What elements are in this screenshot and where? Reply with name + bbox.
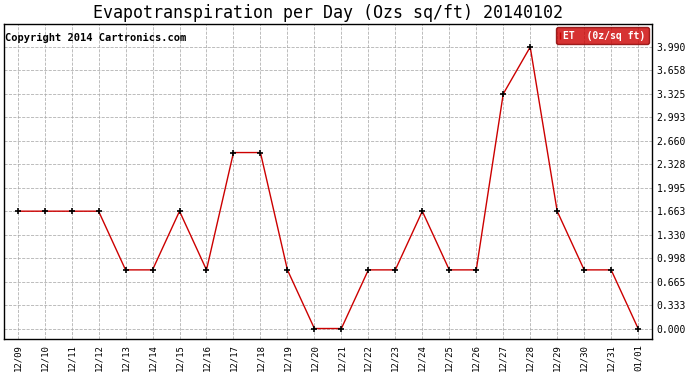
Title: Evapotranspiration per Day (Ozs sq/ft) 20140102: Evapotranspiration per Day (Ozs sq/ft) 2… <box>93 4 563 22</box>
Legend: ET  (0z/sq ft): ET (0z/sq ft) <box>555 27 649 44</box>
Text: Copyright 2014 Cartronics.com: Copyright 2014 Cartronics.com <box>6 33 187 43</box>
